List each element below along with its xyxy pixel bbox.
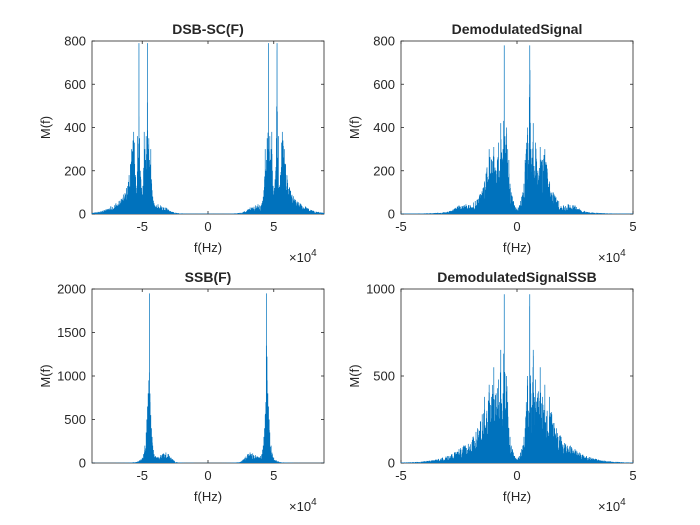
x-axis-label: f(Hz) (503, 489, 531, 504)
x-axis-label: f(Hz) (503, 240, 531, 255)
y-tick-label: 200 (373, 163, 395, 178)
y-axis-label: M(f) (347, 116, 362, 139)
spectrum-line (91, 293, 325, 463)
x-tick-label: 0 (204, 468, 211, 483)
spectrum-line (91, 43, 325, 214)
y-axis-label: M(f) (347, 364, 362, 387)
x-exponent: ×104 (598, 248, 626, 265)
y-tick-label: 600 (373, 77, 395, 92)
x-tick-label: 5 (270, 468, 277, 483)
x-tick-label: 5 (629, 219, 636, 234)
subplot-dsb-sc: DSB-SC(F) M(f) f(Hz) ×104 -5 0 5 0 200 400 600… (38, 21, 325, 265)
y-tick-label: 1500 (57, 325, 86, 340)
x-tick-label: -5 (136, 219, 148, 234)
plot-title: DemodulatedSignal (452, 21, 583, 37)
subplot-demodulated-signal-ssb: DemodulatedSignalSSB M(f) f(Hz) ×104 -5 0… (347, 269, 637, 514)
y-tick-label: 2000 (57, 282, 86, 297)
spectrum-line (400, 294, 634, 463)
y-tick-label: 0 (79, 456, 86, 471)
x-tick-label: -5 (395, 219, 407, 234)
y-tick-label: 400 (64, 120, 86, 135)
x-tick-label: 0 (513, 219, 520, 234)
x-tick-label: 5 (629, 468, 636, 483)
ticks-layer: -5 0 5 0 500 1000 1500 2000 (57, 282, 324, 483)
x-exponent: ×104 (289, 248, 317, 265)
axes-frame (400, 40, 634, 215)
axes-frame (91, 288, 325, 464)
x-axis-label: f(Hz) (194, 489, 222, 504)
x-exponent: ×104 (289, 497, 317, 514)
x-tick-label: 0 (513, 468, 520, 483)
y-tick-label: 500 (64, 412, 86, 427)
subplot-ssb: SSB(F) M(f) f(Hz) ×104 -5 0 5 0 500 1000 1500 2… (38, 269, 325, 514)
plot-title: DSB-SC(F) (172, 21, 244, 37)
x-tick-label: 0 (204, 219, 211, 234)
x-tick-label: -5 (136, 468, 148, 483)
y-tick-label: 1000 (366, 282, 395, 297)
y-tick-label: 800 (373, 34, 395, 49)
axes-frame (400, 288, 634, 464)
y-tick-label: 400 (373, 120, 395, 135)
y-tick-label: 800 (64, 34, 86, 49)
y-axis-label: M(f) (38, 364, 53, 387)
x-tick-label: 5 (270, 219, 277, 234)
y-tick-label: 1000 (57, 369, 86, 384)
y-axis-label: M(f) (38, 116, 53, 139)
y-tick-label: 0 (79, 207, 86, 222)
plot-title: DemodulatedSignalSSB (437, 269, 596, 285)
x-exponent: ×104 (598, 497, 626, 514)
x-tick-label: -5 (395, 468, 407, 483)
y-tick-label: 600 (64, 77, 86, 92)
x-axis-label: f(Hz) (194, 240, 222, 255)
plot-title: SSB(F) (185, 269, 232, 285)
subplot-demodulated-signal: DemodulatedSignal M(f) f(Hz) ×104 -5 0 502… (347, 21, 637, 265)
y-tick-label: 0 (388, 456, 395, 471)
y-tick-label: 500 (373, 369, 395, 384)
y-tick-label: 200 (64, 163, 86, 178)
y-tick-label: 0 (388, 207, 395, 222)
spectrum-line (400, 45, 634, 214)
